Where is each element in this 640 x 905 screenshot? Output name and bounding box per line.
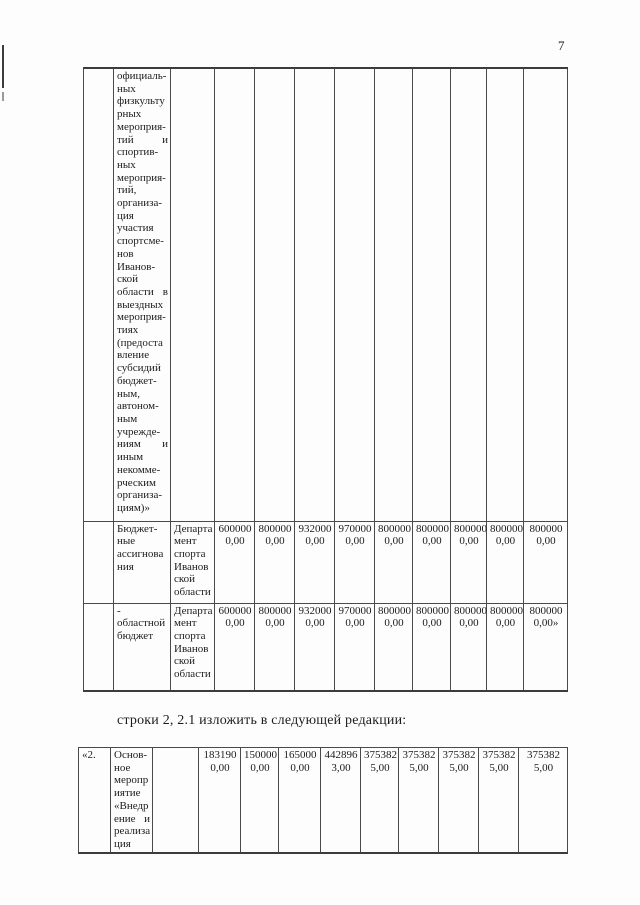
row-number-cell <box>83 602 114 692</box>
value-cell: 800000 0,00» <box>523 602 568 692</box>
value-cell <box>294 67 335 522</box>
value-cell: 375382 5,00 <box>398 746 439 854</box>
value-cell: 375382 5,00 <box>518 746 568 854</box>
value-cell: 375382 5,00 <box>478 746 519 854</box>
label-cell: Основ-ное меропр иятие «Внедр ение и реа… <box>110 746 153 854</box>
value-cell: 800000 0,00 <box>374 602 413 692</box>
value-cell <box>450 67 487 522</box>
value-cell: 600000 0,00 <box>214 602 255 692</box>
executor-cell: Департа мент спорта Иванов ской области <box>170 520 215 604</box>
value-cell: 800000 0,00 <box>412 602 451 692</box>
value-cell <box>254 67 295 522</box>
amendment-instruction: строки 2, 2.1 изложить в следующей редак… <box>117 713 407 728</box>
table-row-main-event: «2. Основ-ное меропр иятие «Внедр ение и… <box>78 746 568 854</box>
value-cell: 375382 5,00 <box>360 746 399 854</box>
value-cell <box>214 67 255 522</box>
value-cell <box>486 67 524 522</box>
value-cell <box>374 67 413 522</box>
value-cell <box>523 67 568 522</box>
table-row-continuation: официаль-ных физкульту рных мероприя-тий… <box>83 67 568 522</box>
value-cell: 932000 0,00 <box>294 520 335 604</box>
value-cell: 800000 0,00 <box>523 520 568 604</box>
executor-cell <box>170 67 215 522</box>
value-cell: 800000 0,00 <box>412 520 451 604</box>
value-cell: 150000 0,00 <box>240 746 279 854</box>
value-cell: 932000 0,00 <box>294 602 335 692</box>
value-cell <box>334 67 375 522</box>
executor-cell: Департа мент спорта Иванов ской области <box>170 602 215 692</box>
value-cell: 600000 0,00 <box>214 520 255 604</box>
budget-allocations-table: официаль-ных физкульту рных мероприя-тий… <box>83 67 568 692</box>
value-cell: 375382 5,00 <box>438 746 479 854</box>
value-cell: 183190 0,00 <box>198 746 241 854</box>
value-cell: 800000 0,00 <box>486 520 524 604</box>
value-cell: 165000 0,00 <box>278 746 321 854</box>
value-cell: 800000 0,00 <box>254 602 295 692</box>
value-cell: 800000 0,00 <box>486 602 524 692</box>
description-cell: официаль-ных физкульту рных мероприя-тий… <box>113 67 171 522</box>
table-row-regional-budget: - областной бюджет Департа мент спорта И… <box>83 602 568 692</box>
scan-artifact-line-faint <box>2 92 4 101</box>
label-cell: Бюджет-ные ассигнова ния <box>113 520 171 604</box>
value-cell: 970000 0,00 <box>334 520 375 604</box>
row-number-cell <box>83 67 114 522</box>
value-cell <box>412 67 451 522</box>
value-cell: 800000 0,00 <box>374 520 413 604</box>
scan-artifact-line <box>2 45 4 88</box>
row-number-cell <box>83 520 114 604</box>
amended-rows-table: «2. Основ-ное меропр иятие «Внедр ение и… <box>78 746 568 854</box>
row-number-cell: «2. <box>78 746 111 854</box>
value-cell: 800000 0,00 <box>254 520 295 604</box>
value-cell: 970000 0,00 <box>334 602 375 692</box>
page-number: 7 <box>558 38 565 53</box>
table-row-budget-allocations: Бюджет-ные ассигнова ния Департа мент сп… <box>83 520 568 604</box>
value-cell: 442896 3,00 <box>320 746 361 854</box>
executor-cell <box>152 746 199 854</box>
label-cell: - областной бюджет <box>113 602 171 692</box>
value-cell: 800000 0,00 <box>450 520 487 604</box>
value-cell: 800000 0,00 <box>450 602 487 692</box>
